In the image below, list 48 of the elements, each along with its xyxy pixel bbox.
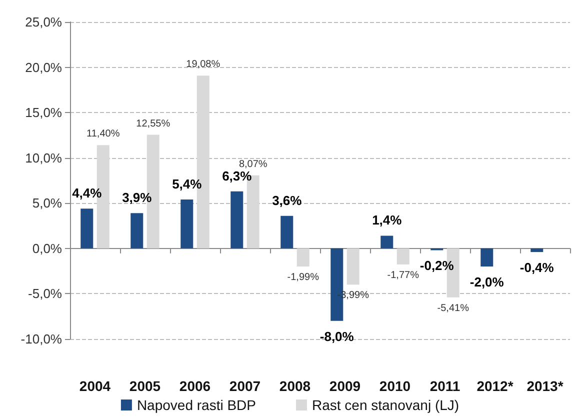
data-label: 3,9% <box>122 190 152 206</box>
y-tick-label: 15,0% <box>25 105 62 120</box>
data-label: -0,4% <box>520 260 554 276</box>
y-tick-label: -10,0% <box>20 332 62 346</box>
x-tick-label: 2009 <box>329 378 361 394</box>
data-label: 3,6% <box>272 192 302 208</box>
bar <box>396 248 410 264</box>
x-tick-label: 2006 <box>179 378 211 394</box>
data-label: 11,40% <box>86 128 120 140</box>
data-label: 12,55% <box>136 118 170 130</box>
y-tick-label: 25,0% <box>25 14 62 30</box>
bar <box>480 248 494 267</box>
x-tick-label: 2010 <box>379 378 411 394</box>
y-tick-label: 10,0% <box>25 150 62 166</box>
bar <box>346 248 360 285</box>
legend-label: Rast cen stanovanj (LJ) <box>312 397 460 413</box>
data-label: 8,07% <box>238 158 268 170</box>
x-tick-label: 2005 <box>129 378 161 394</box>
bar <box>230 191 244 248</box>
data-label: -1,99% <box>287 272 320 283</box>
data-label: 6,3% <box>222 168 252 184</box>
data-label: 1,4% <box>372 212 402 228</box>
y-tick-label: 20,0% <box>25 60 62 75</box>
data-label: -1,77% <box>387 270 420 281</box>
y-tick-label: 5,0% <box>32 196 62 211</box>
x-tick-label: 2004 <box>79 378 111 394</box>
bar <box>280 216 294 248</box>
bar <box>180 200 194 248</box>
y-tick-label: -5,0% <box>28 286 62 302</box>
bar <box>296 248 310 266</box>
data-label: -2,0% <box>470 274 504 290</box>
bar <box>130 213 144 248</box>
legend-label: Napoved rasti BDP <box>136 397 256 413</box>
data-label: -5,41% <box>437 302 470 314</box>
x-tick-label: 2013* <box>526 378 564 394</box>
x-tick-label: 2007 <box>229 378 261 394</box>
data-label: -0,2% <box>420 258 454 274</box>
data-label: 19,08% <box>186 59 220 70</box>
x-tick-label: 2011 <box>430 378 460 394</box>
bar <box>80 208 94 248</box>
bar <box>530 248 544 252</box>
y-tick-label: 0,0% <box>32 240 62 256</box>
data-label: -8,0% <box>320 328 354 344</box>
x-tick-label: 2012* <box>476 378 514 394</box>
x-tick-label: 2008 <box>279 378 311 394</box>
data-label: 5,4% <box>172 176 202 192</box>
data-label: 4,4% <box>72 186 102 201</box>
bar <box>380 236 394 248</box>
